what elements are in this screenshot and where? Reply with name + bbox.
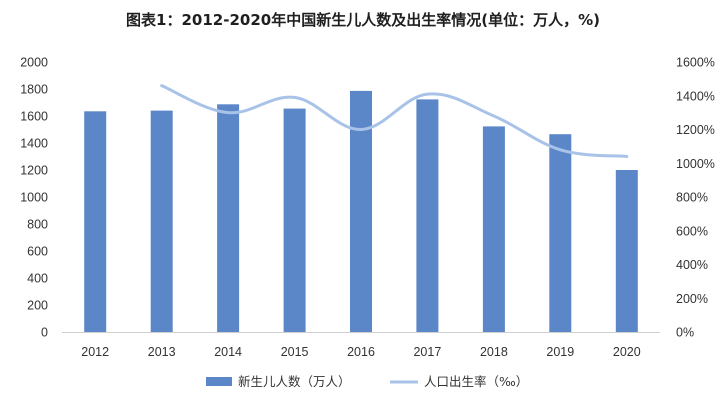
bar-2017: [416, 99, 439, 333]
left-tick-label: 800: [27, 218, 48, 232]
right-tick-label: 1200%: [676, 123, 715, 137]
x-tick-label: 2017: [413, 345, 441, 359]
bar-2020: [615, 170, 638, 332]
left-tick-label: 600: [27, 245, 48, 259]
right-tick-label: 0%: [676, 326, 694, 340]
birth-rate-line: [160, 84, 629, 158]
chart-title: 图表1：2012-2020年中国新生儿人数及出生率情况(单位：万人，%): [126, 11, 600, 29]
left-tick-label: 200: [27, 299, 48, 313]
x-tick-label: 2015: [281, 345, 309, 359]
bar-2012: [84, 111, 107, 332]
right-tick-label: 1000%: [676, 157, 715, 171]
bar-2018: [482, 126, 505, 333]
right-tick-label: 1600%: [676, 56, 715, 70]
bar-2015: [283, 108, 306, 332]
bar-2016: [350, 90, 372, 333]
x-tick-label: 2019: [546, 345, 574, 359]
left-tick-label: 1800: [20, 83, 48, 97]
left-tick-label: 1600: [20, 110, 48, 124]
legend-bar-label: 新生儿人数（万人）: [238, 374, 351, 389]
right-tick-label: 600%: [676, 224, 708, 238]
bar-2019: [549, 134, 572, 332]
left-tick-label: 1400: [20, 137, 48, 151]
right-tick-label: 400%: [676, 258, 708, 272]
left-tick-label: 400: [27, 272, 48, 286]
legend-bar-swatch: [206, 377, 232, 386]
left-tick-label: 2000: [20, 56, 48, 70]
right-tick-label: 200%: [676, 292, 708, 306]
legend-line-label: 人口出生率（‰）: [424, 374, 528, 389]
bar-2014: [217, 104, 240, 332]
x-tick-label: 2020: [613, 345, 641, 359]
line-layer: [160, 84, 629, 158]
x-tick-label: 2016: [347, 345, 375, 359]
x-tick-label: 2014: [214, 345, 242, 359]
left-tick-label: 1200: [20, 164, 48, 178]
left-tick-label: 1000: [20, 191, 48, 205]
bar-2013: [150, 110, 173, 332]
x-tick-label: 2018: [480, 345, 508, 359]
bars-layer: [84, 90, 638, 333]
right-tick-label: 1400%: [676, 89, 715, 103]
left-tick-label: 0: [41, 326, 48, 340]
x-tick-label: 2013: [148, 345, 176, 359]
legend: 新生儿人数（万人） 人口出生率（‰）: [206, 374, 528, 389]
x-tick-label: 2012: [81, 345, 109, 359]
axis-layer: 0 200 400 600 800 1000 1200 1400 1600 1800 2000 0% 2…: [20, 56, 715, 360]
right-tick-label: 800%: [676, 191, 708, 205]
